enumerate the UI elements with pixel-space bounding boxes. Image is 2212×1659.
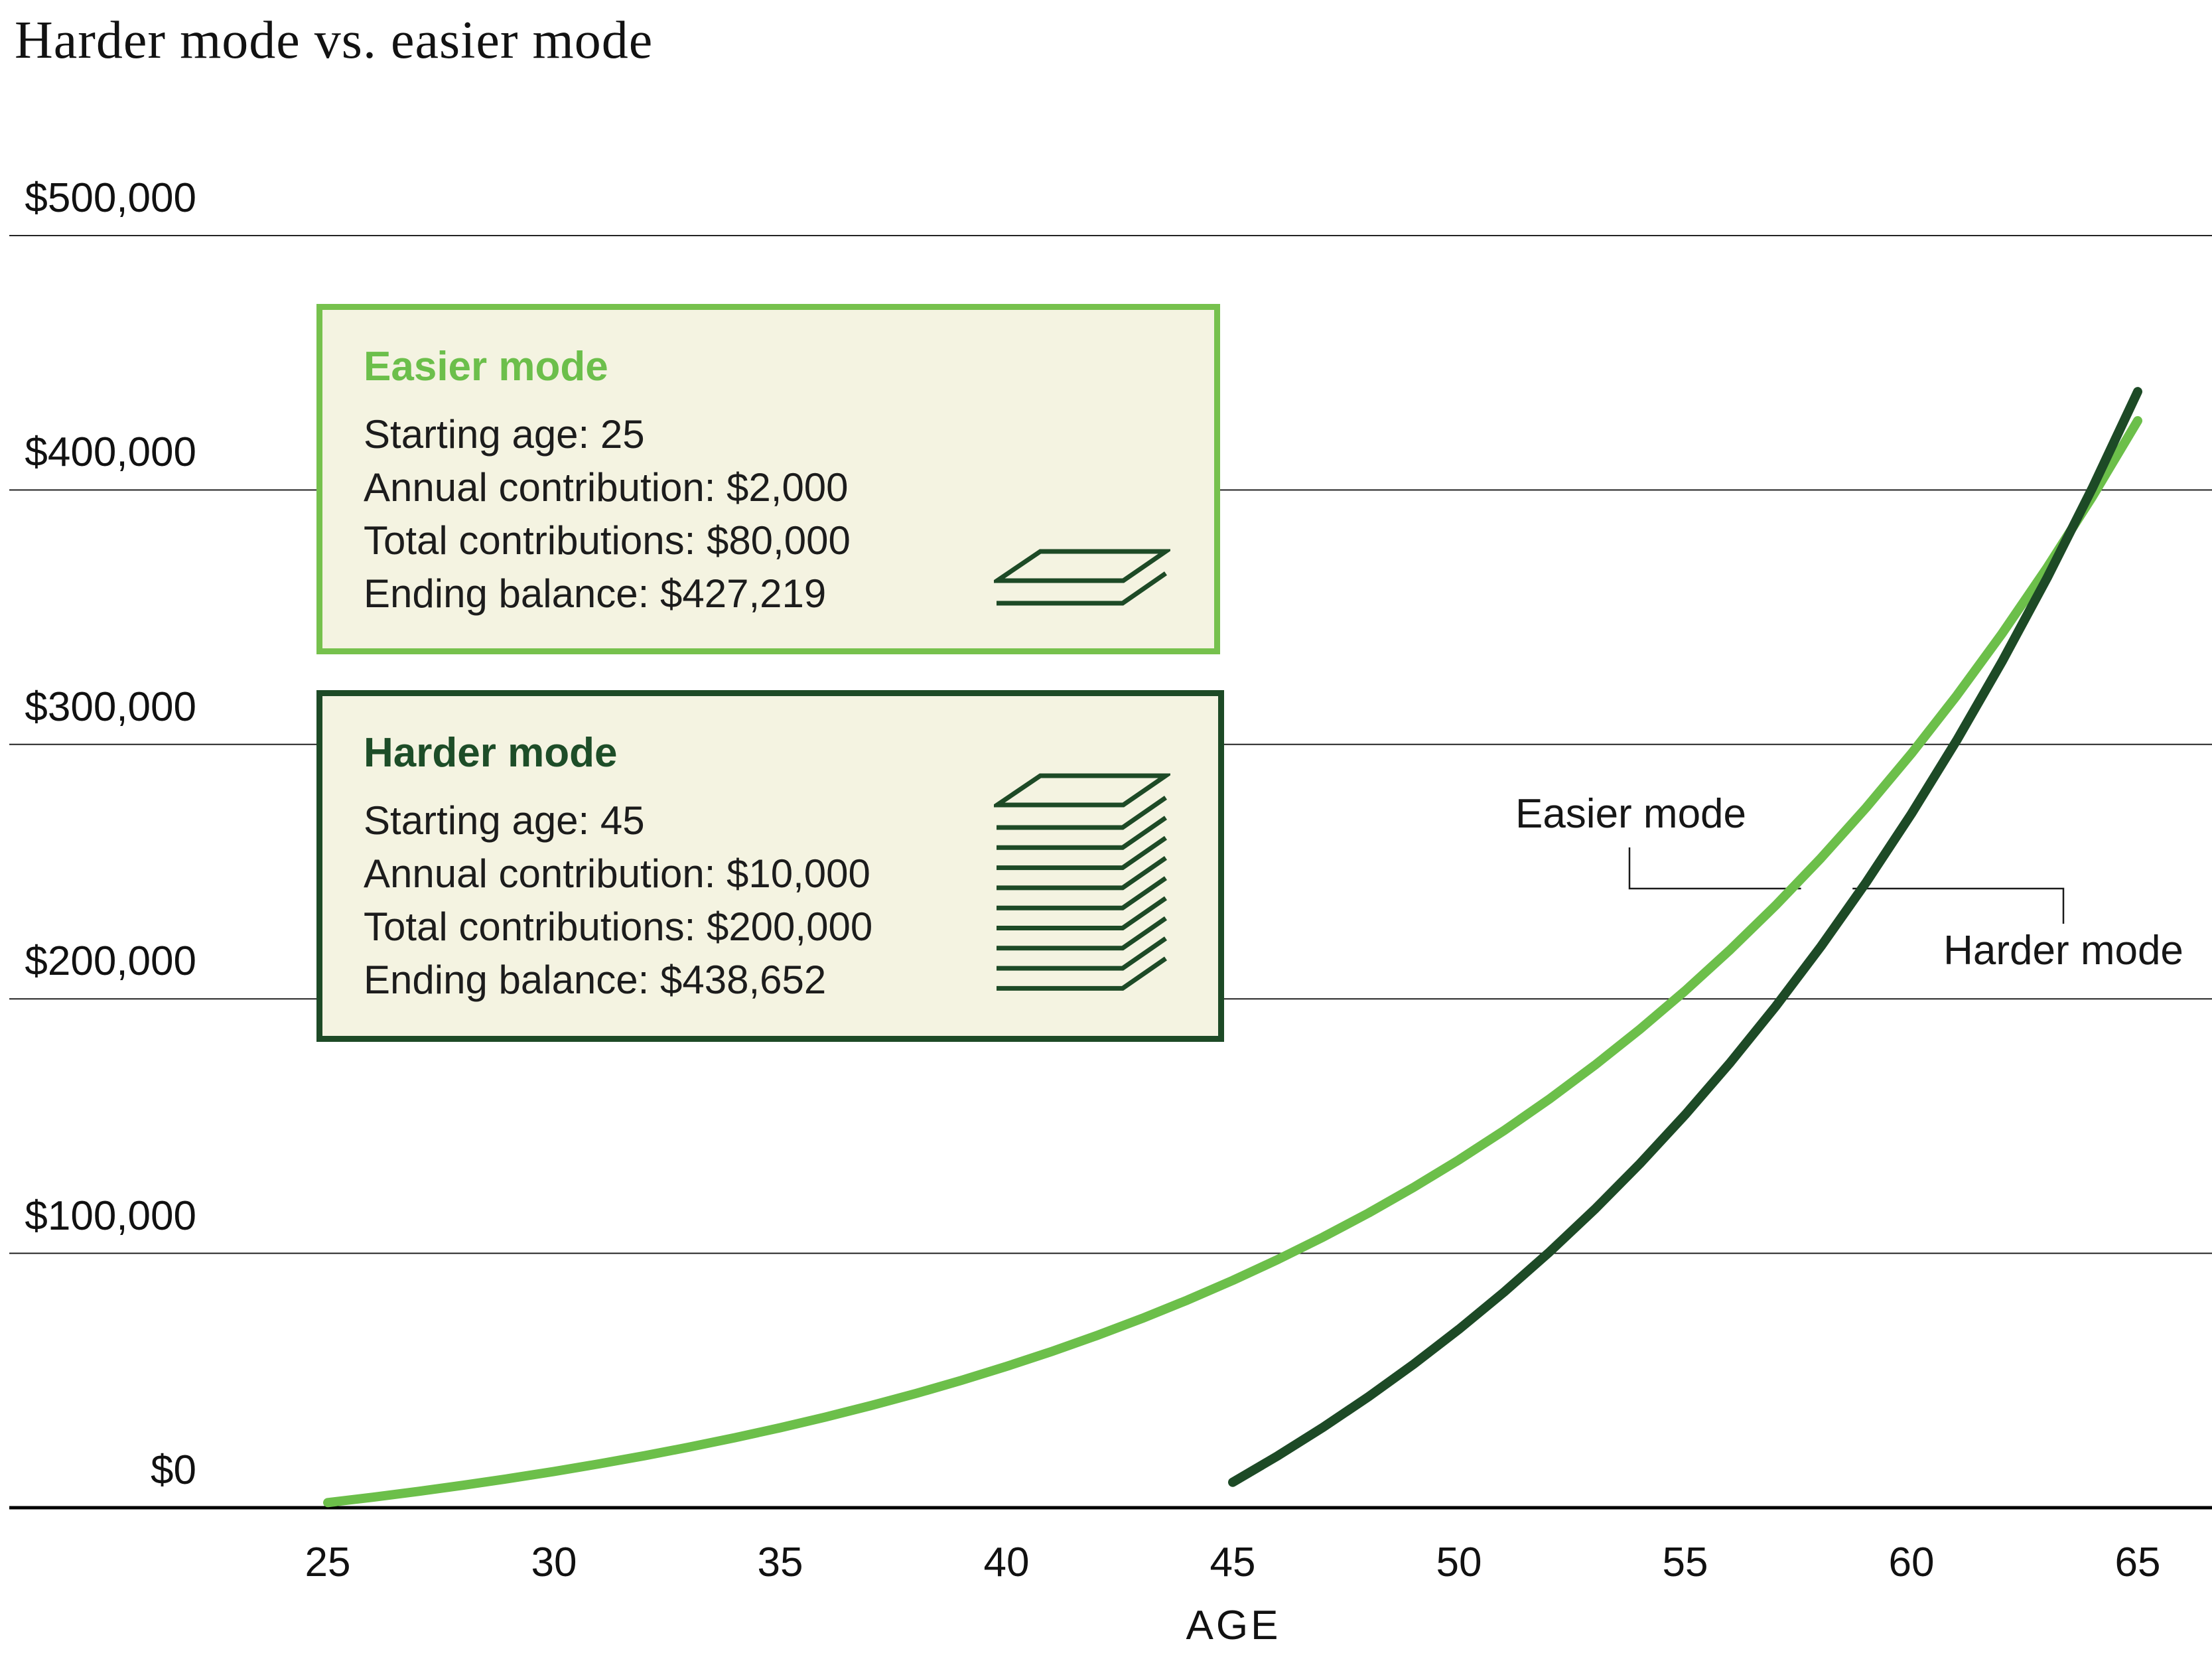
infobox-stats: Starting age: 45 Annual contribution: $10… [364,794,1192,1007]
sheet-edge [997,956,1167,991]
chart-title: Harder mode vs. easier mode [15,11,654,70]
infobox-stat-line: Total contributions: $80,000 [364,518,851,563]
infobox-stat-line: Ending balance: $438,652 [364,958,827,1002]
sheet-edge [997,835,1167,871]
sheet-edge [997,936,1167,971]
y-axis-tick-label: $400,000 [25,429,196,476]
sheet-edge [997,916,1167,951]
x-axis-tick-label: 35 [757,1540,803,1585]
sheet-edge [997,896,1167,930]
sheet-edge [997,876,1167,910]
sheet-edge [997,796,1167,830]
x-axis-tick-label: 45 [1210,1540,1256,1585]
harder-mode-curve [1228,387,2142,1487]
infobox-title: Easier mode [364,344,608,390]
x-axis-tick-label: 50 [1436,1540,1482,1585]
infobox-stat-line: Total contributions: $200,000 [364,904,873,949]
x-axis-tick-label: 25 [305,1540,351,1585]
money-stack-icon [994,549,1170,606]
easier-curve-label: Easier mode [1515,791,1747,837]
infobox-stat-line: Starting age: 45 [364,798,645,843]
easier-mode-curve [323,416,2142,1508]
sheet-outline [994,549,1170,583]
y-axis-tick-label: $200,000 [25,938,196,985]
infobox-stat-line: Ending balance: $427,219 [364,571,827,616]
sheet-edge [997,571,1167,606]
x-axis-tick-label: 65 [2114,1540,2161,1585]
easier-mode-infobox: Easier mode Starting age: 25 Annual contr… [316,304,1220,654]
infobox-stats: Starting age: 25 Annual contribution: $2,… [364,408,1188,620]
y-axis-tick-label: $500,000 [25,175,196,221]
x-axis-title: AGE [1186,1603,1281,1648]
x-axis-tick-label: 30 [531,1540,577,1585]
infobox-stat-line: Annual contribution: $10,000 [364,851,870,896]
x-axis-tick-label: 60 [1888,1540,1935,1585]
easier-label-connector-line [1628,847,1801,890]
infobox-stat-line: Annual contribution: $2,000 [364,465,849,510]
harder-label-connector-line [1852,887,2065,924]
x-axis-tick-label: 55 [1662,1540,1708,1585]
infobox-stat-line: Starting age: 25 [364,412,645,457]
y-axis-tick-label: $100,000 [25,1192,196,1239]
sheet-edge [997,856,1167,891]
y-axis-tick-label: $0 [151,1447,196,1493]
y-axis-tick-label: $300,000 [25,684,196,730]
harder-mode-infobox: Harder mode Starting age: 45 Annual contr… [316,690,1224,1042]
money-stack-icon [994,773,1170,991]
infobox-title: Harder mode [364,730,618,776]
sheet-outline [994,773,1170,808]
x-axis-tick-label: 40 [983,1540,1030,1585]
harder-curve-label: Harder mode [1943,928,2183,974]
sheet-edge [997,816,1167,850]
